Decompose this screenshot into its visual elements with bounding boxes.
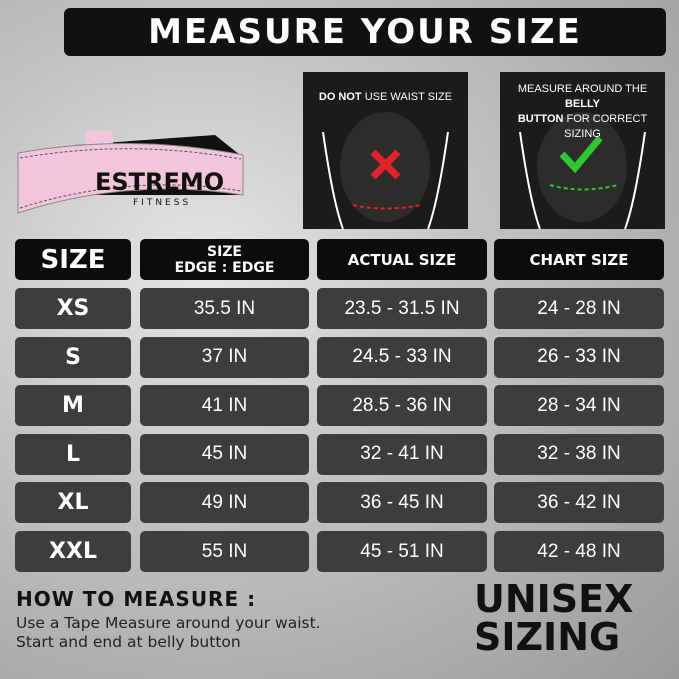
- how-line-2: Start and end at belly button: [16, 633, 241, 651]
- panel-text: USE WAIST SIZE: [361, 91, 453, 103]
- panel-text: FOR CORRECT SIZING: [563, 113, 648, 140]
- table-cell-chart: 24 - 28 IN: [494, 288, 664, 329]
- belt-brand: ESTREMO: [95, 168, 224, 196]
- belt-sub: FITNESS: [133, 198, 191, 208]
- unisex-line-1: UNISEX: [474, 577, 634, 621]
- table-cell-chart: 28 - 34 IN: [494, 385, 664, 427]
- panel-bold: BUTTON: [517, 113, 564, 125]
- panel-bold: BELLY: [564, 98, 601, 110]
- table-cell-edge: 49 IN: [140, 482, 309, 524]
- header-edge-line1: SIZE: [206, 243, 242, 260]
- panel-text: MEASURE AROUND THE: [517, 83, 648, 95]
- table-cell-chart: 32 - 38 IN: [494, 433, 664, 475]
- panel-waist-wrong: DO NOT USE WAIST SIZE: [303, 72, 468, 229]
- table-cell-actual: 45 - 51 IN: [317, 531, 487, 572]
- table-cell-actual: 28.5 - 36 IN: [317, 385, 487, 427]
- page-title: MEASURE YOUR SIZE: [64, 8, 666, 56]
- table-cell-chart: 26 - 33 IN: [494, 336, 664, 378]
- check-icon: [559, 135, 603, 174]
- table-cell-edge: 45 IN: [140, 433, 309, 475]
- table-cell-chart: 36 - 42 IN: [494, 482, 664, 524]
- table-cell-edge: 35.5 IN: [140, 288, 309, 329]
- table-cell-size: XS: [15, 288, 131, 329]
- panel-belly-correct: MEASURE AROUND THE BELLY BUTTON FOR CORRE…: [500, 72, 665, 229]
- header-actual: ACTUAL SIZE: [317, 239, 487, 280]
- how-to-measure-title: HOW TO MEASURE :: [16, 587, 257, 611]
- x-icon: [370, 149, 401, 180]
- table-cell-edge: 41 IN: [140, 385, 309, 427]
- unisex-line-2: SIZING: [474, 615, 621, 659]
- table-cell-actual: 36 - 45 IN: [317, 482, 487, 524]
- table-cell-size: XXL: [15, 531, 131, 572]
- how-to-measure-text: Use a Tape Measure around your waist. St…: [16, 614, 321, 652]
- belt-image: ESTREMO FITNESS: [15, 125, 247, 220]
- table-cell-size: XL: [15, 482, 131, 524]
- table-cell-edge: 55 IN: [140, 531, 309, 572]
- table-cell-actual: 24.5 - 33 IN: [317, 336, 487, 378]
- table-cell-actual: 23.5 - 31.5 IN: [317, 288, 487, 329]
- table-cell-size: L: [15, 433, 131, 475]
- table-cell-edge: 37 IN: [140, 336, 309, 378]
- table-cell-size: S: [15, 336, 131, 378]
- header-edge-line2: EDGE : EDGE: [174, 259, 275, 276]
- table-cell-size: M: [15, 385, 131, 427]
- panel-bold: DO NOT: [318, 91, 362, 103]
- table-cell-chart: 42 - 48 IN: [494, 531, 664, 572]
- unisex-sizing: UNISEX SIZING: [474, 580, 633, 656]
- header-edge: SIZE EDGE : EDGE: [140, 239, 309, 280]
- how-line-1: Use a Tape Measure around your waist.: [16, 614, 321, 632]
- table-cell-actual: 32 - 41 IN: [317, 433, 487, 475]
- header-size: SIZE: [15, 239, 131, 280]
- header-chart: CHART SIZE: [494, 239, 664, 280]
